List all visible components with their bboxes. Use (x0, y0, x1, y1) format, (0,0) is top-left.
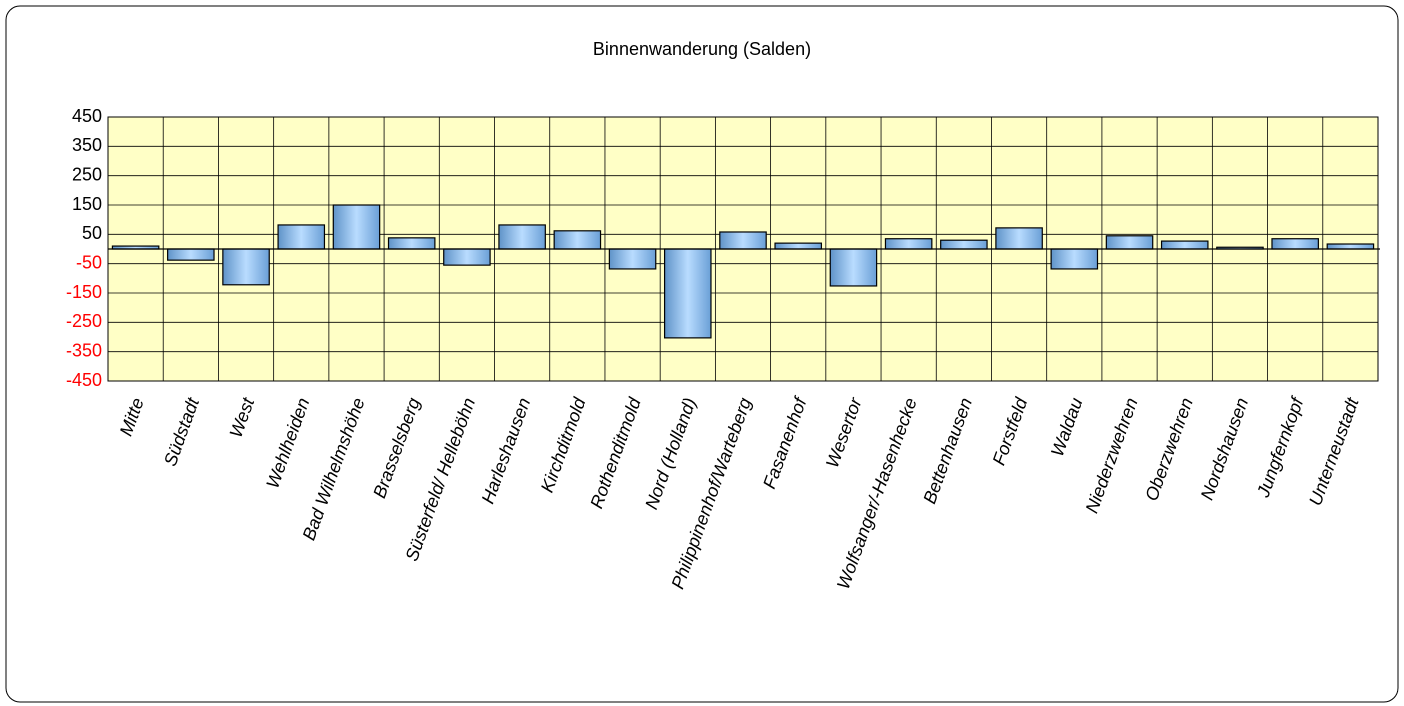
bar (277, 224, 326, 250)
bar (553, 230, 602, 250)
y-tick-label: 450 (72, 106, 102, 126)
y-tick-label: 50 (82, 223, 102, 243)
bar (940, 239, 988, 250)
y-tick-label: -150 (66, 282, 102, 302)
bar (719, 231, 767, 250)
bar (995, 227, 1043, 250)
bar (829, 248, 878, 287)
bar (1050, 248, 1099, 270)
y-tick-label: -250 (66, 311, 102, 331)
chart-title: Binnenwanderung (Salden) (593, 39, 811, 59)
bar (387, 237, 436, 250)
bar (608, 248, 657, 270)
bar (332, 204, 381, 250)
bar (884, 238, 933, 250)
bar (1160, 240, 1209, 250)
y-tick-label: -50 (76, 252, 102, 272)
y-tick-label: -450 (66, 370, 102, 390)
bar (1326, 243, 1375, 250)
y-tick-label: 350 (72, 135, 102, 155)
bar (167, 248, 215, 261)
bar (222, 248, 270, 286)
bar (774, 242, 823, 250)
y-tick-label: 150 (72, 194, 102, 214)
y-tick-label: 250 (72, 164, 102, 184)
bar (1271, 238, 1319, 250)
bar (663, 248, 712, 339)
y-tick-label: -350 (66, 340, 102, 360)
bar (443, 248, 491, 266)
bar (498, 224, 546, 250)
bar (1105, 235, 1154, 250)
